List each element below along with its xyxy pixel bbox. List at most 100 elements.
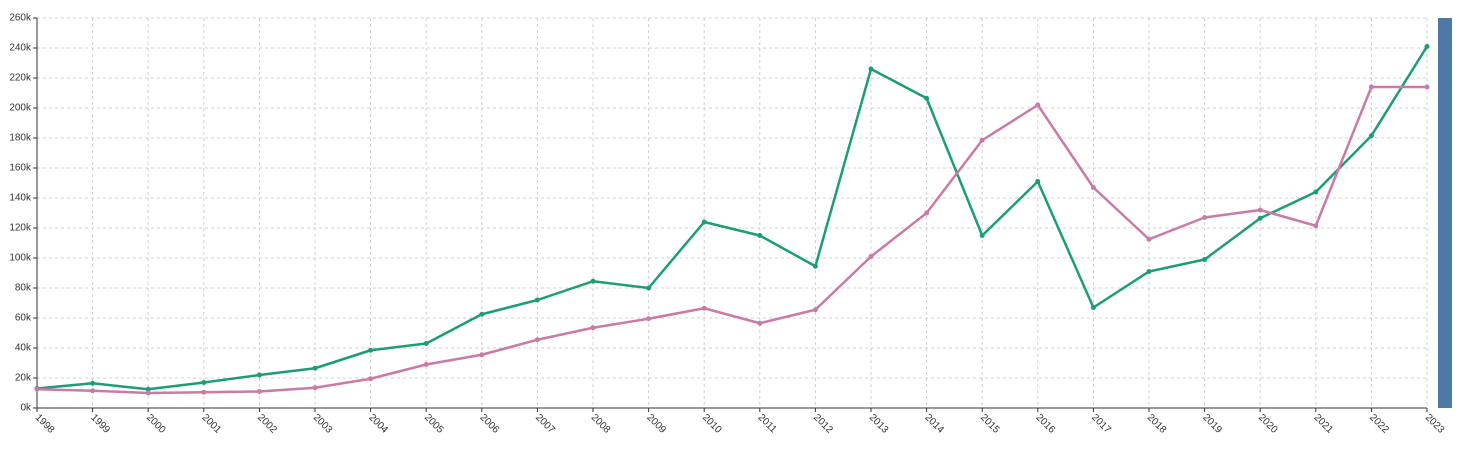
- x-tick-label: 2000: [144, 412, 168, 436]
- data-point: [34, 386, 40, 392]
- y-tick-label: 60k: [15, 313, 32, 324]
- y-tick-label: 160k: [9, 163, 32, 174]
- x-tick-label: 2022: [1367, 412, 1391, 436]
- data-point: [201, 380, 207, 385]
- x-tick-label: 2002: [255, 412, 279, 436]
- x-tick-label: 2020: [1256, 412, 1280, 436]
- data-point: [757, 320, 763, 326]
- x-tick-label: 2004: [366, 412, 390, 436]
- data-point: [1146, 269, 1152, 274]
- data-point: [1146, 236, 1152, 242]
- axes: [33, 17, 1428, 412]
- x-tick-label: 2019: [1200, 412, 1224, 436]
- data-point: [924, 210, 930, 216]
- data-point: [256, 372, 262, 378]
- data-point: [1035, 102, 1041, 108]
- data-point: [812, 263, 818, 269]
- x-tick-label: 2014: [922, 412, 946, 436]
- data-point: [701, 305, 707, 311]
- y-tick-label: 20k: [15, 373, 32, 384]
- x-tick-label: 2013: [867, 412, 891, 436]
- x-tick-label: 1998: [33, 412, 57, 436]
- data-point: [979, 137, 985, 143]
- y-tick-label: 140k: [9, 193, 32, 204]
- data-point: [479, 311, 485, 317]
- x-tick-label: 1999: [88, 412, 112, 436]
- x-tick-label: 2008: [589, 412, 613, 436]
- data-point: [256, 389, 262, 394]
- x-tick-label: 2001: [200, 412, 224, 436]
- series-line-2: [36, 85, 1427, 395]
- x-tick-label: 2005: [422, 412, 446, 436]
- data-point: [1090, 305, 1096, 310]
- data-point: [1035, 179, 1041, 184]
- x-tick-label: 2015: [978, 412, 1002, 436]
- data-point: [1313, 223, 1319, 229]
- data-point: [868, 66, 874, 72]
- data-point: [368, 376, 374, 382]
- data-point: [90, 388, 96, 394]
- data-point: [646, 316, 652, 322]
- data-point: [1202, 257, 1208, 262]
- y-tick-label: 260k: [9, 13, 32, 24]
- x-tick-label: 2018: [1145, 412, 1169, 436]
- data-point: [145, 386, 151, 392]
- x-tick-label: 2006: [478, 412, 502, 436]
- x-axis-labels: 1998 1999 2000 2001 2002 2003 2004 2005 2006 2007…: [33, 412, 1447, 436]
- data-point: [423, 362, 429, 367]
- x-tick-label: 2011: [756, 412, 779, 435]
- x-tick-label: 2003: [311, 412, 335, 436]
- x-tick-label: 2021: [1312, 412, 1336, 436]
- data-point: [590, 278, 596, 284]
- data-point: [1090, 185, 1096, 190]
- data-point: [1368, 133, 1374, 139]
- y-tick-label: 100k: [9, 253, 32, 264]
- data-point: [701, 219, 707, 225]
- data-point: [1424, 44, 1430, 49]
- x-tick-label: 2016: [1034, 412, 1058, 436]
- data-point: [145, 390, 151, 396]
- data-point: [812, 307, 818, 313]
- y-tick-label: 180k: [9, 133, 32, 144]
- y-tick-label: 80k: [15, 283, 32, 294]
- y-tick-label: 240k: [9, 43, 32, 54]
- data-point: [1424, 84, 1430, 90]
- data-point: [1368, 84, 1374, 90]
- y-tick-label: 200k: [9, 103, 32, 114]
- data-point: [1257, 207, 1263, 213]
- data-point: [534, 297, 540, 303]
- x-tick-label: 2017: [1089, 412, 1113, 436]
- data-point: [534, 337, 540, 343]
- data-point: [1257, 215, 1263, 221]
- x-tick-label: 2009: [644, 412, 668, 436]
- data-point: [1313, 189, 1319, 195]
- data-point: [646, 285, 652, 291]
- data-point: [757, 233, 763, 238]
- x-tick-label: 2012: [811, 412, 835, 436]
- grid: [37, 17, 1428, 408]
- data-point: [924, 95, 930, 101]
- data-point: [423, 341, 429, 346]
- y-axis-labels: 0k 20k 40k 60k 80k 100k 120k 140k 160k 180k 200k 22…: [9, 13, 32, 414]
- x-tick-label: 2010: [700, 412, 724, 436]
- x-tick-label: 2007: [533, 412, 557, 436]
- data-point: [368, 347, 374, 353]
- data-point: [979, 233, 985, 238]
- series-line-1: [36, 45, 1429, 391]
- y-tick-label: 0k: [20, 403, 32, 414]
- data-point: [590, 325, 596, 331]
- data-point: [1202, 215, 1208, 220]
- y-tick-label: 220k: [9, 73, 32, 84]
- data-point: [312, 385, 318, 391]
- x-tick-label: 2023: [1423, 412, 1447, 436]
- vertical-scrollbar[interactable]: [1438, 18, 1452, 408]
- data-point: [868, 254, 874, 259]
- y-tick-label: 40k: [15, 343, 32, 354]
- data-point: [90, 380, 96, 386]
- data-point: [201, 389, 207, 395]
- data-point: [312, 365, 318, 371]
- y-tick-label: 120k: [9, 223, 32, 234]
- series-group: [34, 44, 1430, 396]
- data-point: [479, 352, 485, 358]
